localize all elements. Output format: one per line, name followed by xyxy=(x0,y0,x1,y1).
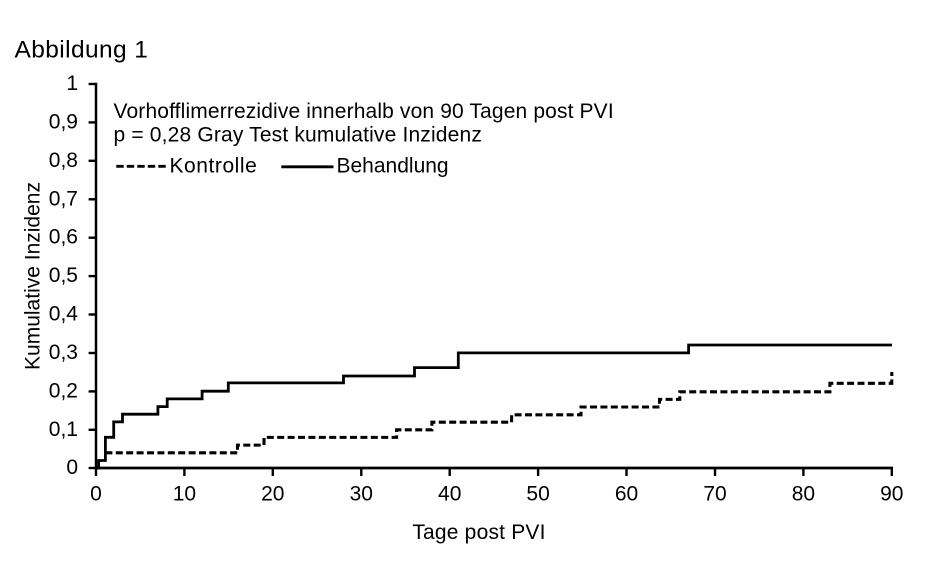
svg-text:70: 70 xyxy=(703,483,726,506)
svg-text:0,6: 0,6 xyxy=(49,226,78,249)
svg-text:40: 40 xyxy=(438,483,461,506)
svg-text:30: 30 xyxy=(350,483,373,506)
svg-text:80: 80 xyxy=(792,483,815,506)
svg-text:Kumulative Inzidenz: Kumulative Inzidenz xyxy=(22,182,45,370)
svg-text:0,4: 0,4 xyxy=(49,303,79,326)
svg-text:0,9: 0,9 xyxy=(49,110,78,133)
svg-text:0,3: 0,3 xyxy=(49,341,78,364)
svg-text:Behandlung: Behandlung xyxy=(337,154,449,177)
svg-text:Vorhofflimerrezidive innerhalb: Vorhofflimerrezidive innerhalb von 90 Ta… xyxy=(114,100,614,123)
svg-text:Kontrolle: Kontrolle xyxy=(170,155,258,178)
svg-text:0,2: 0,2 xyxy=(49,379,78,402)
svg-text:10: 10 xyxy=(173,483,196,506)
svg-text:1: 1 xyxy=(66,72,78,95)
svg-text:0: 0 xyxy=(90,483,102,506)
svg-text:90: 90 xyxy=(880,483,903,506)
svg-text:60: 60 xyxy=(615,483,638,506)
svg-text:0,8: 0,8 xyxy=(49,149,78,172)
svg-text:Tage post PVI: Tage post PVI xyxy=(412,521,545,544)
svg-text:Abbildung 1: Abbildung 1 xyxy=(15,37,149,64)
svg-text:50: 50 xyxy=(526,483,549,506)
svg-text:20: 20 xyxy=(261,483,284,506)
svg-text:p = 0,28 Gray Test kumulative: p = 0,28 Gray Test kumulative Inzidenz xyxy=(114,124,483,147)
svg-text:0: 0 xyxy=(66,456,78,479)
svg-text:0,7: 0,7 xyxy=(49,187,78,210)
svg-text:0,1: 0,1 xyxy=(49,418,78,441)
svg-text:0,5: 0,5 xyxy=(49,264,78,287)
